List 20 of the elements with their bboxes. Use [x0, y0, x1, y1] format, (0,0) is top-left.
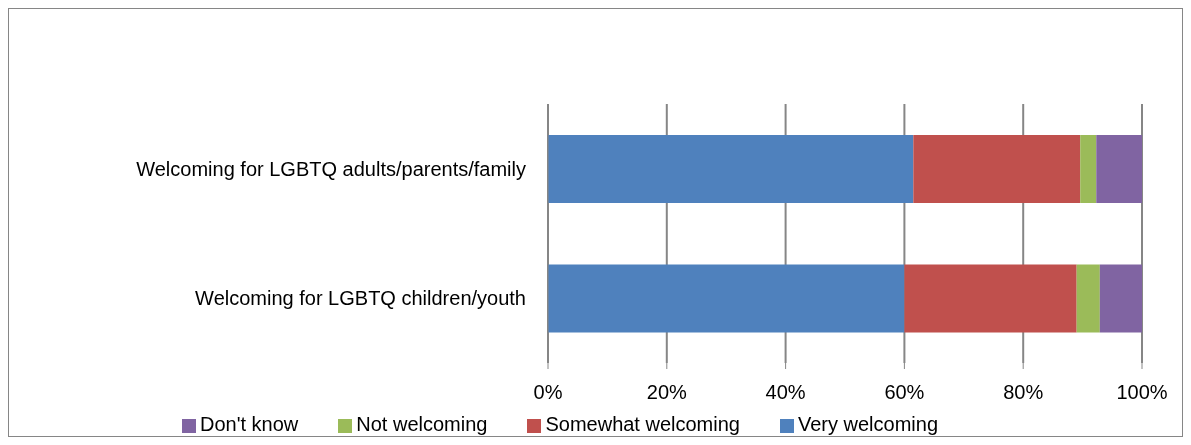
legend-label: Not welcoming — [356, 413, 488, 435]
legend-label: Very welcoming — [797, 413, 939, 435]
x-tick-label: 80% — [1003, 381, 1044, 404]
bar — [913, 135, 1081, 203]
bar — [1080, 135, 1097, 203]
x-tick-label: 100% — [1116, 381, 1168, 404]
x-tick-label: 0% — [533, 381, 563, 404]
bar — [904, 264, 1077, 333]
x-tick-label: 20% — [646, 381, 688, 404]
bar — [548, 264, 905, 333]
bar — [1099, 264, 1142, 333]
x-tick-label: 40% — [765, 381, 806, 404]
bar — [1076, 264, 1100, 333]
legend-label: Somewhat welcoming — [545, 413, 740, 435]
y-tick-label: Welcoming for LGBTQ children/youth — [195, 287, 526, 310]
y-tick-label: Welcoming for LGBTQ adults/parents/family — [136, 157, 526, 180]
x-tick-label: 60% — [884, 381, 925, 404]
legend-label: Don't know — [199, 413, 299, 435]
bar — [548, 135, 914, 203]
bar — [1096, 135, 1142, 203]
